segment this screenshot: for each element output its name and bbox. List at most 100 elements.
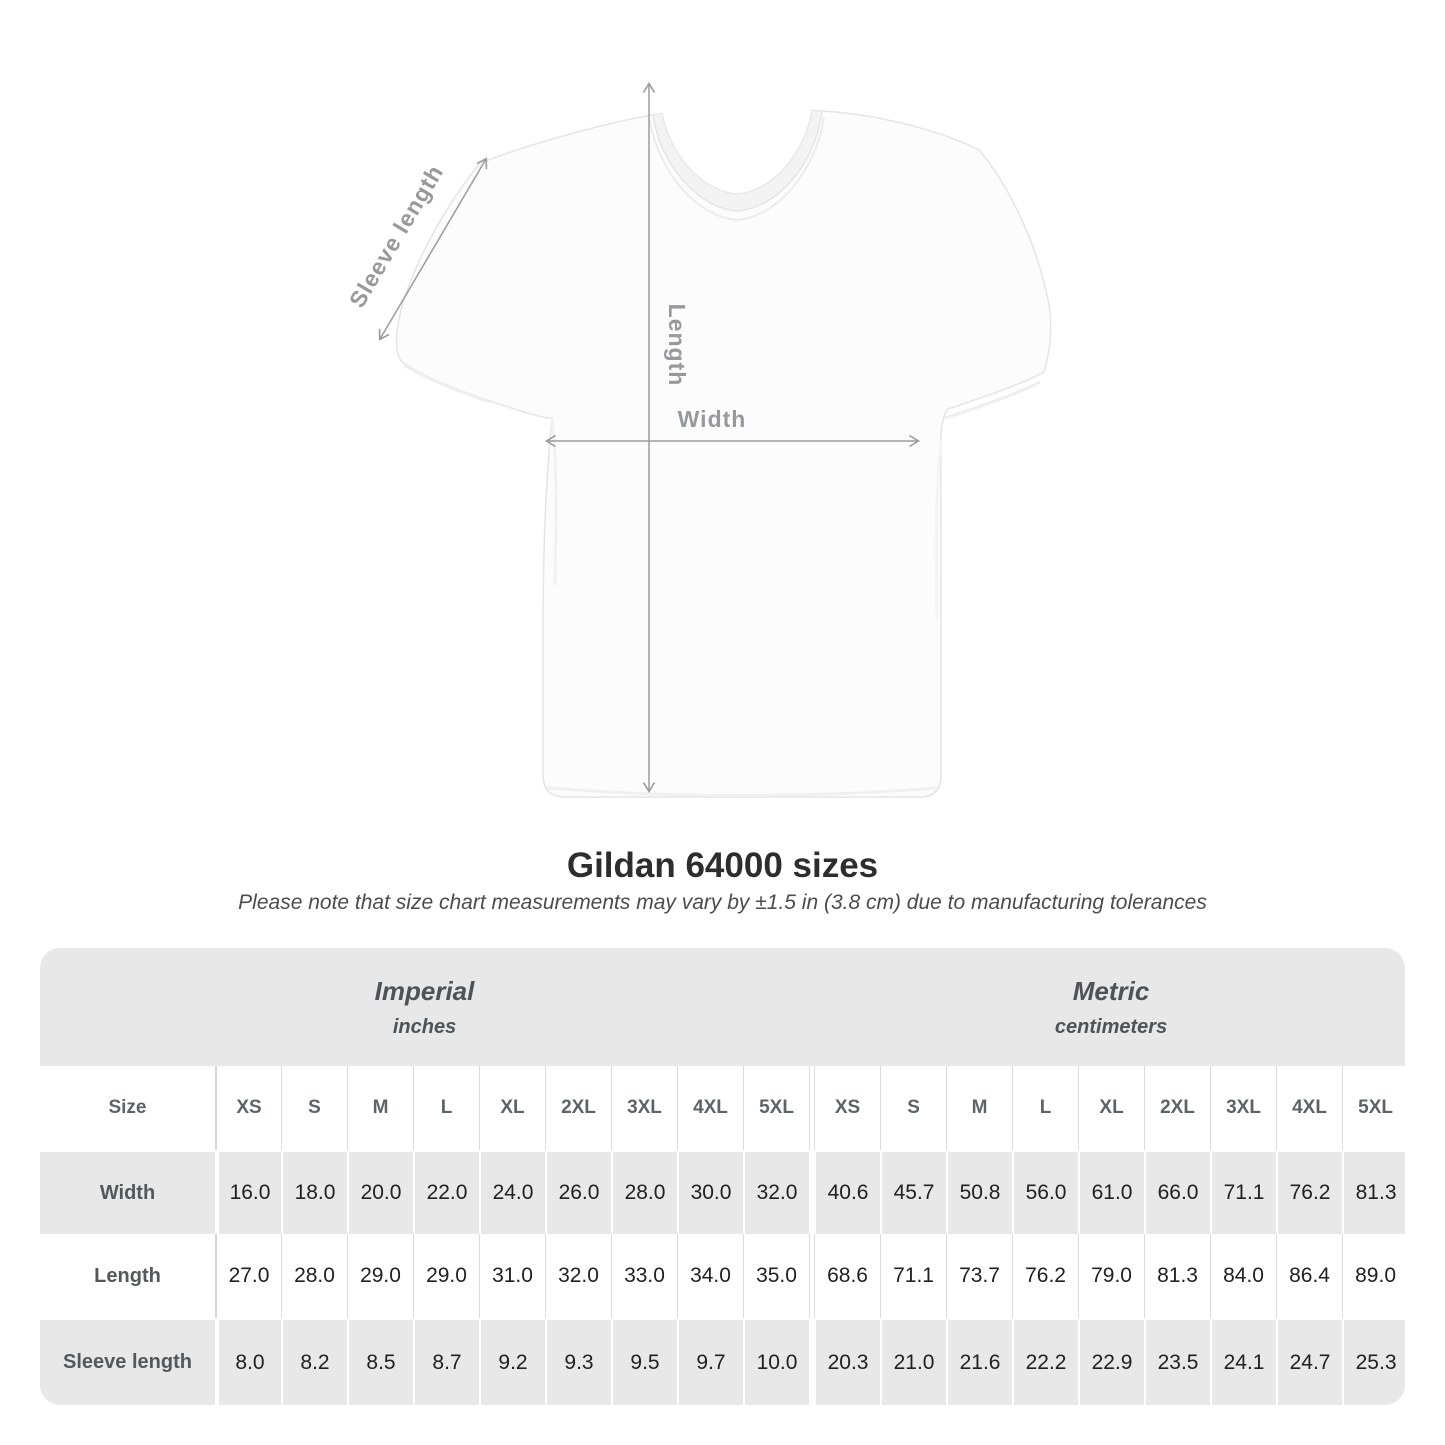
section-divider [809, 1318, 815, 1405]
measurement-row: Sleeve length 8.0 8.2 8.5 8.7 9.2 9.3 9.5 9.7 10.… [40, 1318, 1405, 1405]
size-col-header: 3XL [1210, 1066, 1277, 1150]
value-cell: 9.2 [479, 1318, 545, 1405]
value-cell: 9.3 [545, 1318, 611, 1405]
value-cell: 32.0 [743, 1150, 810, 1234]
value-cell: 8.2 [281, 1318, 347, 1405]
width-label: Width [678, 406, 747, 432]
size-col-header: 2XL [1144, 1066, 1211, 1150]
units-header-divider [809, 948, 815, 1066]
value-cell: 33.0 [611, 1234, 677, 1318]
value-cell: 50.8 [946, 1150, 1013, 1234]
tshirt-outline [395, 110, 1052, 798]
size-table-card: Imperial inches Metric centimeters Size … [40, 948, 1405, 1405]
size-table-body: Width 16.0 18.0 20.0 22.0 24.0 26.0 28.0 30.0 32.… [40, 1150, 1405, 1405]
page-title: Gildan 64000 sizes [566, 846, 879, 885]
value-cell: 28.0 [281, 1234, 347, 1318]
metric-header-cell: Metric centimeters [814, 948, 1405, 1066]
section-divider [809, 1150, 815, 1234]
value-cell: 79.0 [1078, 1234, 1145, 1318]
hem-seam [547, 786, 938, 797]
value-cell: 86.4 [1276, 1234, 1343, 1318]
size-col-header: 3XL [611, 1066, 677, 1150]
imperial-label: Imperial [374, 975, 475, 1006]
section-divider [809, 1066, 815, 1150]
value-cell: 71.1 [1210, 1150, 1277, 1234]
value-cell: 40.6 [814, 1150, 881, 1234]
collar-seam [649, 116, 825, 222]
collar-band [652, 109, 823, 212]
size-col-header: S [880, 1066, 947, 1150]
size-col-header: XL [479, 1066, 545, 1150]
size-col-header: L [413, 1066, 479, 1150]
imperial-header-cell: Imperial inches [40, 948, 810, 1066]
sleeve-length-arrow [378, 157, 488, 341]
value-cell: 56.0 [1012, 1150, 1079, 1234]
value-cell: 34.0 [677, 1234, 743, 1318]
value-cell: 20.3 [814, 1318, 881, 1405]
measurement-row: Length 27.0 28.0 29.0 29.0 31.0 32.0 33.0 34.0 35… [40, 1234, 1405, 1318]
value-cell: 29.0 [413, 1234, 479, 1318]
size-col-header: 2XL [545, 1066, 611, 1150]
value-cell: 81.3 [1144, 1234, 1211, 1318]
value-cell: 61.0 [1078, 1150, 1145, 1234]
value-cell: 10.0 [743, 1318, 810, 1405]
value-cell: 76.2 [1276, 1150, 1343, 1234]
size-col-header: XS [215, 1066, 281, 1150]
value-cell: 21.6 [946, 1318, 1013, 1405]
value-cell: 9.5 [611, 1318, 677, 1405]
tshirt-measurement-diagram: Sleeve length Length Width [344, 81, 1052, 798]
measurement-row: Width 16.0 18.0 20.0 22.0 24.0 26.0 28.0 30.0 32.… [40, 1150, 1405, 1234]
size-col-header: S [281, 1066, 347, 1150]
measurement-arrows [378, 81, 921, 794]
right-sleeve-hem-seam [944, 380, 1041, 420]
length-label: Length [664, 304, 690, 387]
value-cell: 35.0 [743, 1234, 810, 1318]
size-col-header: 4XL [677, 1066, 743, 1150]
value-cell: 24.7 [1276, 1318, 1343, 1405]
value-cell: 89.0 [1342, 1234, 1405, 1318]
value-cell: 21.0 [880, 1318, 947, 1405]
size-col-header: 5XL [1342, 1066, 1405, 1150]
value-cell: 9.7 [677, 1318, 743, 1405]
size-col-header: XL [1078, 1066, 1145, 1150]
row-label: Sleeve length [40, 1318, 215, 1405]
row-label: Width [40, 1150, 215, 1234]
value-cell: 29.0 [347, 1234, 413, 1318]
size-header-row: Size XS S M L XL 2XL 3XL 4XL 5XL XS S M L XL 2XL 3XL 4XL… [40, 1066, 1405, 1150]
value-cell: 18.0 [281, 1150, 347, 1234]
size-col-header: L [1012, 1066, 1079, 1150]
right-fold-shadow [934, 439, 943, 621]
size-row-label: Size [40, 1066, 215, 1150]
value-cell: 81.3 [1342, 1150, 1405, 1234]
value-cell: 32.0 [545, 1234, 611, 1318]
value-cell: 30.0 [677, 1150, 743, 1234]
value-cell: 84.0 [1210, 1234, 1277, 1318]
value-cell: 22.9 [1078, 1318, 1145, 1405]
value-cell: 66.0 [1144, 1150, 1211, 1234]
value-cell: 76.2 [1012, 1234, 1079, 1318]
size-col-header: M [347, 1066, 413, 1150]
value-cell: 71.1 [880, 1234, 947, 1318]
value-cell: 20.0 [347, 1150, 413, 1234]
metric-units-label: centimeters [1054, 1015, 1168, 1038]
units-header-row: Imperial inches Metric centimeters [40, 948, 1405, 1066]
value-cell: 45.7 [880, 1150, 947, 1234]
size-table: Imperial inches Metric centimeters Size … [40, 948, 1405, 1405]
value-cell: 73.7 [946, 1234, 1013, 1318]
left-sleeve-hem-seam [403, 363, 490, 404]
value-cell: 68.6 [814, 1234, 881, 1318]
value-cell: 24.1 [1210, 1318, 1277, 1405]
size-col-header: M [946, 1066, 1013, 1150]
row-label: Length [40, 1234, 215, 1318]
value-cell: 31.0 [479, 1234, 545, 1318]
tolerance-note: Please note that size chart measurements… [238, 891, 1207, 914]
value-cell: 16.0 [215, 1150, 281, 1234]
value-cell: 8.7 [413, 1318, 479, 1405]
value-cell: 8.0 [215, 1318, 281, 1405]
value-cell: 22.0 [413, 1150, 479, 1234]
size-col-header: 4XL [1276, 1066, 1343, 1150]
tshirt-image [395, 109, 1052, 798]
value-cell: 26.0 [545, 1150, 611, 1234]
size-col-header: XS [814, 1066, 881, 1150]
